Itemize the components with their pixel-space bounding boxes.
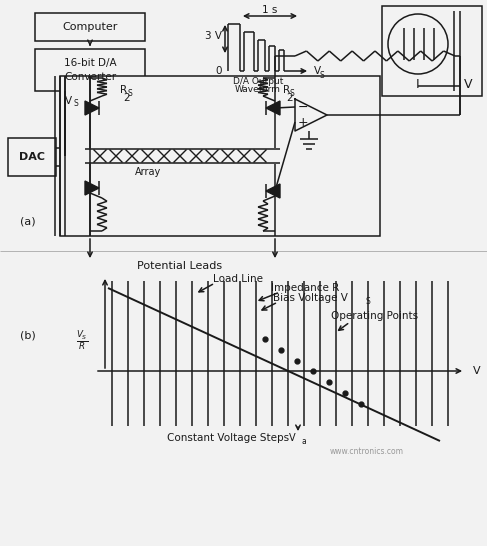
Text: Computer: Computer <box>62 22 118 32</box>
Text: S: S <box>73 99 78 109</box>
Polygon shape <box>295 99 327 131</box>
Polygon shape <box>266 101 280 115</box>
Circle shape <box>388 14 448 74</box>
Text: $\frac{V_S}{R}$: $\frac{V_S}{R}$ <box>76 329 88 353</box>
Text: V: V <box>473 366 481 376</box>
Text: 3 V: 3 V <box>205 31 222 41</box>
Polygon shape <box>85 181 99 195</box>
Text: +: + <box>298 116 308 128</box>
Text: D/A Output: D/A Output <box>233 76 283 86</box>
Text: Bias Voltage V: Bias Voltage V <box>273 293 347 303</box>
Text: V: V <box>65 96 72 106</box>
Text: DAC: DAC <box>19 152 45 162</box>
Text: S: S <box>290 88 295 98</box>
Text: Waveform: Waveform <box>235 86 281 94</box>
Polygon shape <box>85 101 99 115</box>
Text: R: R <box>283 85 290 95</box>
Text: Operating Points: Operating Points <box>332 311 418 321</box>
Bar <box>35 13 145 41</box>
Text: I: I <box>416 78 420 91</box>
Text: Impedance R: Impedance R <box>271 283 339 293</box>
Text: a: a <box>302 437 307 447</box>
Text: S: S <box>320 70 325 80</box>
Text: (b): (b) <box>20 331 36 341</box>
Text: Potential Leads: Potential Leads <box>137 261 223 271</box>
Text: V: V <box>289 433 296 443</box>
Text: Array: Array <box>135 167 161 177</box>
Text: V: V <box>314 66 321 76</box>
Text: 2: 2 <box>123 93 130 103</box>
Text: Converter: Converter <box>64 72 116 82</box>
Bar <box>35 49 145 91</box>
Text: 0: 0 <box>216 66 222 76</box>
Text: Load Line: Load Line <box>213 274 263 284</box>
Text: S: S <box>127 88 132 98</box>
Bar <box>60 76 380 236</box>
Text: 1 s: 1 s <box>262 5 278 15</box>
Bar <box>382 6 482 96</box>
Text: (a): (a) <box>20 216 36 226</box>
Text: −: − <box>298 100 308 114</box>
Text: www.cntronics.com: www.cntronics.com <box>330 447 404 455</box>
Text: S: S <box>366 298 371 306</box>
Text: 2: 2 <box>286 93 293 103</box>
Polygon shape <box>266 184 280 198</box>
Text: Constant Voltage Steps: Constant Voltage Steps <box>167 433 289 443</box>
Bar <box>8 138 56 176</box>
Text: V: V <box>464 78 472 91</box>
Text: R: R <box>120 85 127 95</box>
Text: 16-bit D/A: 16-bit D/A <box>64 58 116 68</box>
